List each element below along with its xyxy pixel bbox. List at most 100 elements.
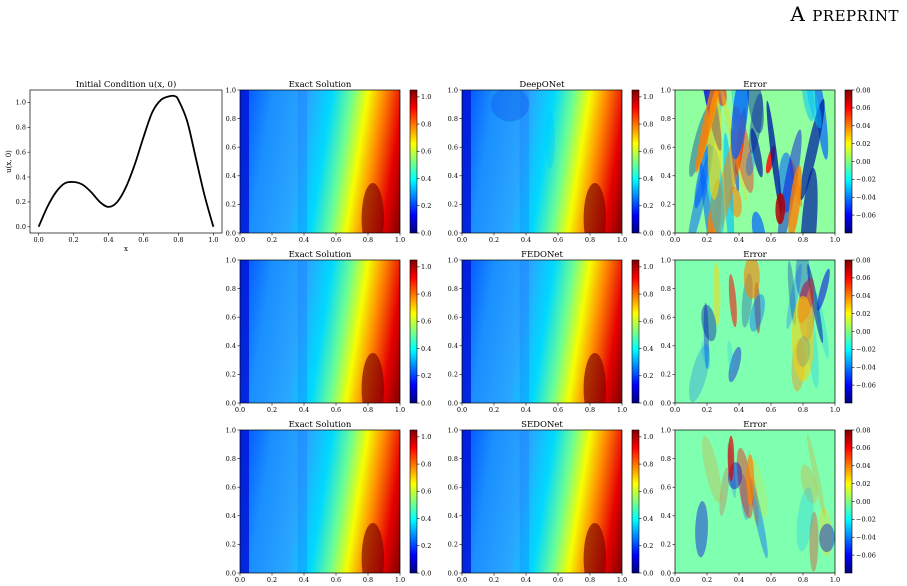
x-tick-label: 0.0 — [670, 406, 680, 414]
colorbar-tick-label: 0.6 — [643, 318, 653, 326]
heatmap-panel-error: Error 0.0 0.2 0.4 0.6 0.8 1.0 0.0 0.2 0.4 0.6 0.8 1.… — [661, 80, 876, 244]
plot-frame — [461, 429, 623, 574]
error-streak — [777, 129, 802, 233]
y-tick-label: 0.8 — [226, 285, 236, 293]
x-tick-label: 0.4 — [299, 406, 309, 414]
x-tick-label: 0.6 — [138, 236, 148, 244]
y-axis-label: u(x, 0) — [5, 150, 13, 173]
y-tick-label: 0.4 — [661, 172, 671, 180]
colorbar — [844, 259, 853, 404]
x-tick-label: 0.0 — [670, 576, 680, 584]
x-axis-label: x — [124, 245, 128, 253]
colorbar-tick-label: 1.0 — [421, 93, 431, 101]
x-tick-label: 0.6 — [553, 236, 563, 244]
error-streak — [688, 344, 710, 403]
error-streak — [786, 263, 802, 330]
y-tick-label: 0.8 — [448, 115, 458, 123]
x-tick-label: 0.2 — [68, 236, 78, 244]
x-tick-label: 0.4 — [734, 406, 744, 414]
y-tick-label: 0.6 — [448, 314, 458, 322]
y-tick-label: 0.8 — [661, 115, 671, 123]
x-tick-label: 0.2 — [267, 236, 277, 244]
error-streak — [817, 268, 830, 311]
colorbar-tick-label: 0.04 — [856, 122, 870, 130]
error-streak — [728, 346, 742, 383]
plot-frame — [239, 259, 401, 404]
error-streak — [731, 90, 750, 160]
x-tick-label: 0.8 — [798, 236, 808, 244]
colorbar-tick-label: 0.0 — [643, 229, 653, 237]
x-tick-label: 0.0 — [457, 576, 467, 584]
heatmap-field — [675, 260, 835, 403]
x-tick-label: 0.6 — [331, 406, 341, 414]
heatmap-field — [240, 90, 400, 233]
y-tick-label: 0.0 — [16, 223, 26, 231]
colorbar — [844, 89, 853, 234]
plot-frame — [461, 259, 623, 404]
mid-stripe — [519, 430, 530, 573]
field-base — [675, 430, 835, 573]
colorbar-tick-label: 0.6 — [643, 488, 653, 496]
x-tick-label: 0.8 — [798, 406, 808, 414]
colorbar-tick-label: 0.6 — [643, 148, 653, 156]
error-streak — [701, 304, 717, 342]
mid-stripe — [297, 430, 308, 573]
colorbar-tick-label: 0.06 — [856, 444, 870, 452]
colorbar-tick-label: 0.2 — [643, 542, 653, 550]
x-tick-label: 0.2 — [267, 406, 277, 414]
y-tick-label: 0.6 — [448, 144, 458, 152]
y-tick-label: 0.0 — [448, 569, 458, 577]
error-streak — [749, 294, 765, 332]
y-tick-label: 0.4 — [661, 512, 671, 520]
x-tick-label: 0.4 — [521, 576, 531, 584]
error-streak — [800, 167, 818, 233]
x-tick-label: 0.6 — [766, 406, 776, 414]
mid-stripe — [519, 90, 530, 233]
colorbar-tick-label: 0.8 — [643, 290, 653, 298]
y-tick-label: 0.2 — [226, 201, 236, 209]
colorbar-tick-label: 0.06 — [856, 104, 870, 112]
y-tick-label: 0.0 — [226, 569, 236, 577]
plot-frame — [461, 89, 623, 234]
colorbar-tick-label: −0.02 — [856, 346, 876, 354]
x-tick-label: 0.8 — [363, 236, 373, 244]
colorbar-tick-label: 0.02 — [856, 310, 870, 318]
y-tick-label: 1.0 — [448, 256, 458, 264]
error-streak — [747, 90, 764, 134]
peak-core — [361, 182, 384, 233]
heatmap-field — [462, 430, 622, 573]
colorbar — [844, 429, 853, 574]
colorbar — [631, 89, 640, 234]
error-streak — [788, 165, 802, 233]
x-tick-label: 0.6 — [331, 236, 341, 244]
error-streak — [712, 262, 721, 327]
y-tick-label: 0.8 — [661, 455, 671, 463]
y-tick-label: 0.2 — [661, 201, 671, 209]
heatmap-field — [462, 90, 622, 233]
colorbar-tick-label: 0.4 — [643, 175, 653, 183]
colorbar — [409, 429, 418, 574]
y-tick-label: 0.6 — [661, 314, 671, 322]
x-tick-label: 0.4 — [299, 576, 309, 584]
error-streak — [819, 523, 835, 553]
colorbar-tick-label: 0.0 — [643, 399, 653, 407]
error-streak — [728, 274, 737, 328]
error-streak — [800, 464, 818, 504]
error-streak — [745, 150, 755, 176]
x-tick-label: 0.6 — [766, 576, 776, 584]
colorbar — [409, 89, 418, 234]
mid-stripe — [297, 90, 308, 233]
y-tick-label: 0.0 — [226, 229, 236, 237]
panel-title: Error — [743, 250, 767, 260]
x-tick-label: 0.4 — [521, 406, 531, 414]
y-tick-label: 1.0 — [226, 426, 236, 434]
x-tick-label: 1.0 — [617, 576, 627, 584]
colorbar-tick-label: −0.04 — [856, 194, 876, 202]
y-tick-label: 1.0 — [661, 256, 671, 264]
colorbar — [631, 429, 640, 574]
colorbar-tick-label: 0.4 — [421, 515, 431, 523]
error-streak — [807, 264, 824, 344]
error-streak — [807, 434, 826, 517]
colorbar — [409, 259, 418, 404]
